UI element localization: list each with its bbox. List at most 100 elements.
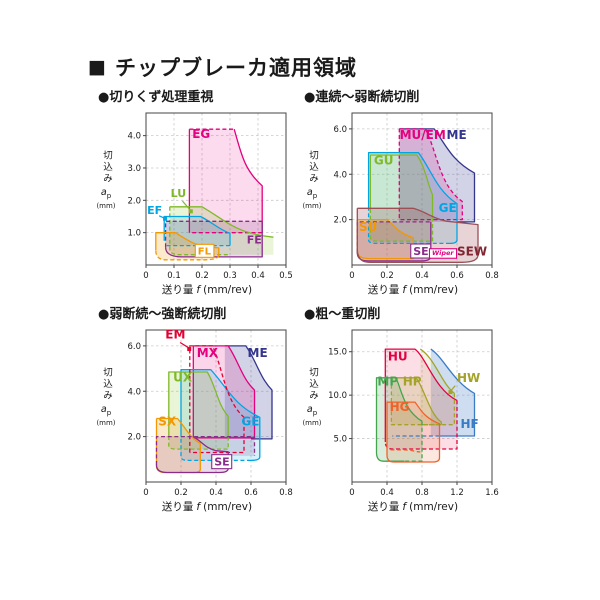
y-axis-label-text: 切込み	[307, 150, 318, 185]
region-label-EF: EF	[147, 204, 162, 217]
region-GE-border	[367, 208, 450, 245]
x-axis-variable: f	[196, 501, 201, 513]
x-tick-label: 1.2	[450, 488, 464, 498]
y-axis-label-text: 切込み	[101, 367, 112, 402]
x-axis-unit: (mm/rev)	[203, 284, 253, 296]
region-HG-border	[390, 449, 421, 453]
y-tick-label: 4.0	[333, 170, 347, 180]
region-label-EG: EG	[192, 127, 210, 141]
x-tick-label: 0.6	[450, 271, 464, 281]
x-tick-label: 0.1	[167, 271, 181, 281]
x-axis-unit: (mm/rev)	[409, 284, 459, 296]
region-MP-border	[375, 377, 423, 462]
region-label-GU: GU	[374, 154, 394, 168]
region-LU-border	[169, 206, 274, 238]
region-HG-fill	[387, 402, 440, 462]
y-axis-unit: (mm)	[302, 201, 322, 210]
title-square-marker: ■	[88, 55, 106, 78]
region-label-ME: ME	[447, 128, 467, 142]
region-UX-fill	[168, 372, 229, 450]
label-leader-line	[450, 385, 456, 392]
x-axis-label-text: 送り量	[161, 284, 194, 296]
region-label-HF: HF	[461, 417, 479, 431]
region-label-EM: EM	[165, 328, 185, 342]
x-tick-label: 0.4	[251, 271, 265, 281]
x-tick-label: 0.8	[279, 488, 293, 498]
x-tick-label: 0.4	[209, 488, 223, 498]
region-EF-fill	[164, 216, 230, 246]
x-tick-label: 0.2	[380, 271, 394, 281]
x-tick-label: 0	[143, 271, 148, 281]
x-tick-label: 0.8	[415, 488, 429, 498]
page-title-text: チップブレーカ適用領域	[114, 56, 357, 80]
x-axis-label-text: 送り量	[367, 501, 400, 513]
label-leader-line	[179, 341, 189, 349]
x-axis-label: 送り量 f (mm/rev)	[322, 499, 504, 514]
region-label-LU: LU	[171, 187, 187, 200]
region-MP-border	[404, 421, 423, 462]
y-axis-label: 切込み ap (mm)	[302, 105, 322, 285]
x-tick-label: 0.5	[279, 271, 293, 281]
x-tick-label: 0.3	[223, 271, 237, 281]
region-label-MX: MX	[197, 346, 219, 360]
region-UX-border	[168, 371, 229, 439]
region-GE-border	[180, 436, 251, 462]
region-ME-border	[224, 345, 273, 440]
region-MP-fill	[376, 377, 422, 462]
x-axis-unit: (mm/rev)	[409, 501, 459, 513]
y-tick-label: 6.0	[333, 125, 347, 135]
x-axis-label: 送り量 f (mm/rev)	[116, 282, 298, 297]
leader-square-marker	[187, 347, 192, 352]
region-HP-border	[390, 377, 442, 426]
x-axis-variable: f	[196, 284, 201, 296]
region-FE-border	[164, 221, 263, 258]
x-tick-label: 0	[143, 488, 148, 498]
y-axis-label: 切込み ap (mm)	[302, 322, 322, 502]
y-tick-label: 1.0	[127, 229, 141, 239]
region-label-MU/EM: MU/EM	[400, 128, 446, 142]
chart-subtitle: ●切りくず処理重視	[98, 90, 214, 105]
region-SE-border	[155, 435, 256, 465]
y-axis-variable: ap	[306, 403, 318, 417]
x-tick-label: 0.6	[244, 488, 258, 498]
region-GE-border	[180, 369, 261, 462]
chart-block-4: ●粗〜重切削 切込み ap (mm) 0 0.4 0.8 1.2 1.6 5.0 10.0 1…	[302, 303, 504, 514]
y-axis-label: 切込み ap (mm)	[96, 322, 116, 502]
chart-subtitle: ●連続〜弱断続切削	[304, 90, 420, 105]
chart-block-3: ●弱断続〜強断続切削 切込み ap (mm) 0 0.2 0.4 0.6 0.8 2.0 4…	[96, 303, 298, 514]
y-tick-label: 3.0	[127, 164, 141, 174]
x-tick-label: 0.2	[195, 271, 209, 281]
region-LU-border	[169, 206, 230, 256]
region-label-FL: FL	[198, 246, 212, 257]
region-MU-EM-fill	[399, 128, 463, 220]
region-label-SEW: SEW	[457, 244, 487, 258]
region-GE-fill	[368, 152, 457, 244]
chart-body: 切込み ap (mm) 0 0.4 0.8 1.2 1.6 5.0 10.0 15.0 HU MP…	[302, 322, 504, 502]
x-axis-variable: f	[402, 284, 407, 296]
region-FL-border	[155, 250, 220, 261]
chart-plot-svg: 0 0.4 0.8 1.2 1.6 5.0 10.0 15.0 HU MP HP HG HW HF	[328, 329, 499, 498]
chart-plot-svg: 0 0.2 0.4 0.6 0.8 2.0 4.0 6.0 EM MX ME UX SX GE SE	[127, 328, 293, 498]
y-axis-unit: (mm)	[96, 418, 116, 427]
region-GU-border	[369, 208, 434, 242]
x-axis-label: 送り量 f (mm/rev)	[116, 499, 298, 514]
region-HU-border	[384, 348, 458, 442]
y-axis-label-text: 切込み	[101, 150, 112, 185]
region-label-HG: HG	[390, 400, 410, 414]
region-label-Wiper: Wiper	[432, 249, 454, 257]
y-axis-unit: (mm)	[302, 418, 322, 427]
y-tick-label: 5.0	[333, 435, 347, 445]
y-tick-label: 4.0	[127, 132, 141, 142]
region-label-GE: GE	[241, 415, 259, 429]
region-label-box-FL	[194, 243, 215, 258]
region-SE-fill	[156, 436, 255, 473]
chart-subtitle: ●弱断続〜強断続切削	[98, 307, 227, 322]
region-FE-border	[164, 220, 263, 248]
x-tick-label: 1.6	[485, 488, 499, 498]
region-MX-border	[192, 345, 256, 439]
region-SX-fill	[156, 418, 201, 473]
chart-body: 切込み ap (mm) 0 0.2 0.4 0.6 0.8 2.0 4.0 6.0 EM MX ME…	[96, 322, 298, 502]
chart-block-1: ●切りくず処理重視 切込み ap (mm) 0 0.1 0.2 0.3 0.4 0.5 1.…	[96, 86, 298, 297]
y-axis-variable: ap	[100, 403, 112, 417]
